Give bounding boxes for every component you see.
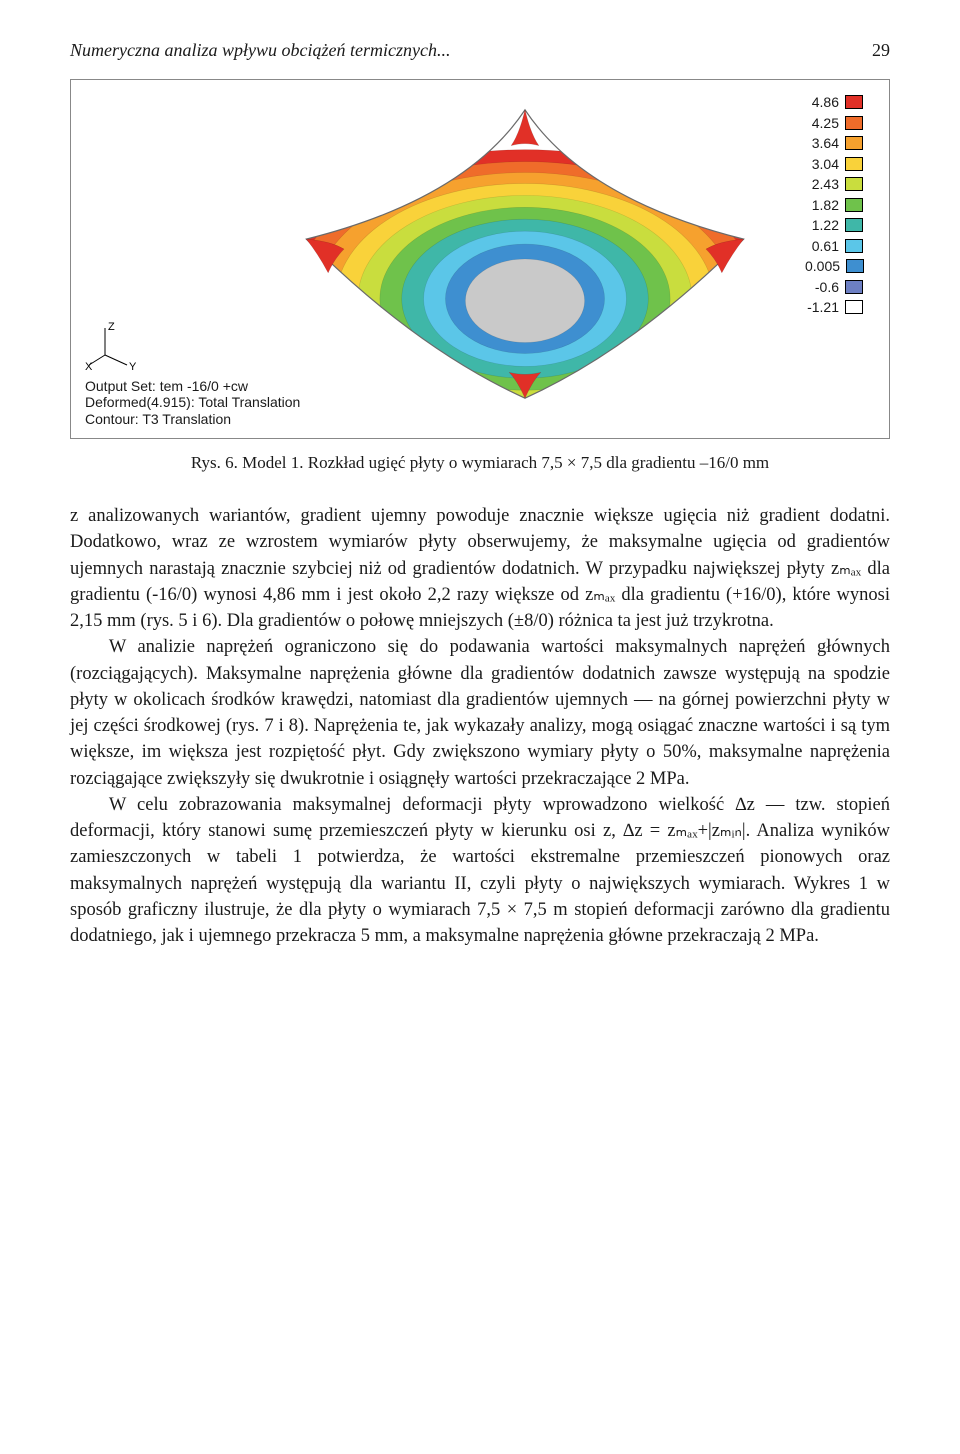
legend-entry: 0.61 [805,238,875,254]
legend-entry: 0.005 [805,258,875,274]
body-paragraph: W analizie naprężeń ograniczono się do p… [70,634,890,792]
contour-surface [245,90,805,428]
figure-left-panel: Z X Y Output Set: tem -16/0 +cw Deformed… [85,90,245,428]
axis-y-label: Y [129,361,137,370]
running-title: Numeryczna analiza wpływu obciążeń termi… [70,40,450,61]
figure-6-container: Z X Y Output Set: tem -16/0 +cw Deformed… [70,79,890,439]
legend-entry: -0.6 [805,279,875,295]
legend-entry: 2.43 [805,176,875,192]
axis-z-label: Z [108,321,115,333]
legend-entry: 3.04 [805,156,875,172]
figure-meta-line: Output Set: tem -16/0 +cw [85,378,245,395]
running-header: Numeryczna analiza wpływu obciążeń termi… [70,40,890,61]
legend-entry: 3.64 [805,135,875,151]
body-paragraph: z analizowanych wariantów, gradient ujem… [70,503,890,634]
legend-entry: 4.86 [805,94,875,110]
figure-meta-line: Deformed(4.915): Total Translation [85,394,245,411]
page-number: 29 [872,40,890,61]
legend-entry: 1.22 [805,217,875,233]
color-legend: 4.86 4.25 3.64 3.04 2.43 1.82 1.22 0.61 … [805,90,875,428]
axis-x-label: X [85,361,93,370]
figure-meta-line: Contour: T3 Translation [85,411,245,428]
legend-entry: -1.21 [805,299,875,315]
body-paragraph: W celu zobrazowania maksymalnej deformac… [70,792,890,950]
figure-caption: Rys. 6. Model 1. Rozkład ugięć płyty o w… [70,453,890,473]
legend-entry: 1.82 [805,197,875,213]
legend-entry: 4.25 [805,115,875,131]
figure-meta-lines: Output Set: tem -16/0 +cw Deformed(4.915… [85,378,245,428]
axis-gizmo-icon: Z X Y [85,320,145,370]
article-body: z analizowanych wariantów, gradient ujem… [70,503,890,950]
